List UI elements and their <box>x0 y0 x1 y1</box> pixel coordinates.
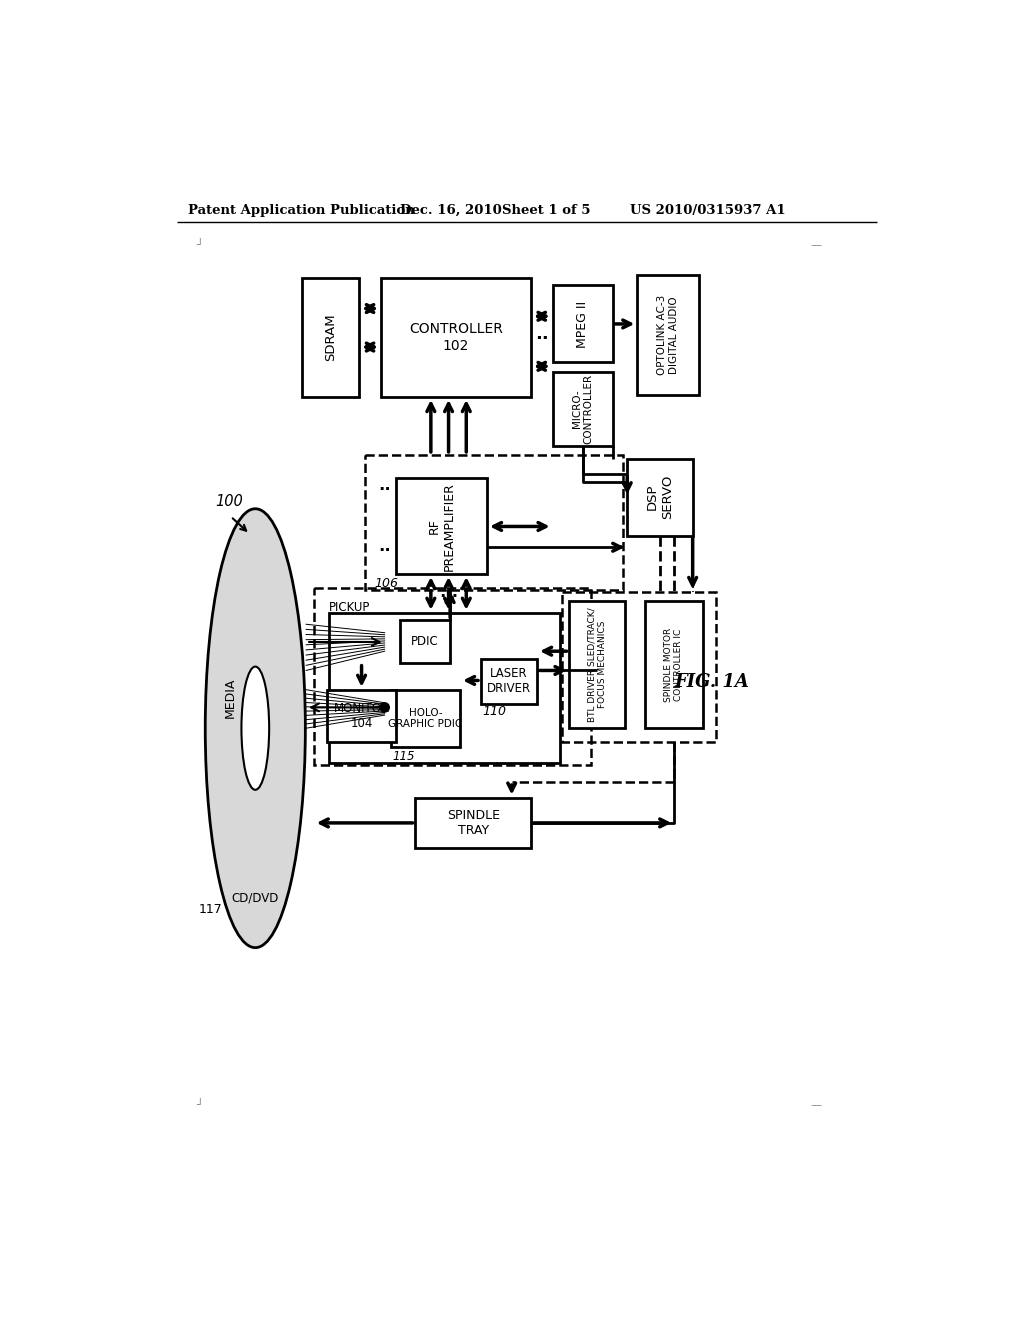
Circle shape <box>380 702 389 711</box>
Text: ┘: ┘ <box>197 240 203 249</box>
Text: —: — <box>810 1101 821 1110</box>
Text: ┘: ┘ <box>197 1101 203 1110</box>
Text: MICRO-
CONTROLLER: MICRO- CONTROLLER <box>571 374 593 444</box>
Text: Sheet 1 of 5: Sheet 1 of 5 <box>502 205 590 218</box>
Text: 106: 106 <box>375 577 398 590</box>
Bar <box>562 591 716 742</box>
Bar <box>553 372 612 446</box>
Text: OPTOLINK AC-3
DIGITAL AUDIO: OPTOLINK AC-3 DIGITAL AUDIO <box>657 294 679 375</box>
Bar <box>391 689 460 747</box>
Text: Dec. 16, 2010: Dec. 16, 2010 <box>400 205 502 218</box>
Text: ···: ··· <box>439 589 458 606</box>
Text: PICKUP: PICKUP <box>330 601 371 614</box>
Text: Patent Application Publication: Patent Application Publication <box>188 205 415 218</box>
Text: LASER
DRIVER: LASER DRIVER <box>487 667 531 696</box>
Text: —: — <box>810 240 821 249</box>
Text: ··: ·· <box>535 330 549 348</box>
Bar <box>481 659 538 704</box>
Ellipse shape <box>205 508 305 948</box>
Text: PDIC: PDIC <box>412 635 439 648</box>
Text: SPINDLE MOTOR
CONTROLLER IC: SPINDLE MOTOR CONTROLLER IC <box>665 627 683 702</box>
Text: HOLO-
GRAPHIC PDIC: HOLO- GRAPHIC PDIC <box>388 708 463 730</box>
Bar <box>313 589 591 766</box>
Text: US 2010/0315937 A1: US 2010/0315937 A1 <box>630 205 785 218</box>
Bar <box>569 601 625 729</box>
Bar <box>396 478 487 574</box>
Text: ··: ·· <box>378 480 391 499</box>
Text: CONTROLLER
102: CONTROLLER 102 <box>409 322 503 352</box>
Bar <box>628 459 692 536</box>
Text: ··: ·· <box>378 543 391 560</box>
Bar <box>400 620 451 663</box>
Bar <box>381 277 531 397</box>
Bar <box>645 601 702 729</box>
Bar <box>637 276 698 395</box>
Bar <box>301 277 359 397</box>
Bar <box>330 612 560 763</box>
Text: 100: 100 <box>215 494 243 508</box>
Ellipse shape <box>242 667 269 789</box>
Text: SDRAM: SDRAM <box>324 314 337 362</box>
Text: 117: 117 <box>199 903 222 916</box>
Text: 110: 110 <box>482 705 507 718</box>
Text: MPEG II: MPEG II <box>577 301 589 347</box>
Text: RF
PREAMPLIFIER: RF PREAMPLIFIER <box>428 482 456 570</box>
Text: MEDIA: MEDIA <box>224 677 238 718</box>
Bar <box>416 797 531 847</box>
Bar <box>366 455 624 590</box>
Text: MONITOR
104: MONITOR 104 <box>334 702 389 730</box>
Text: 115: 115 <box>392 750 415 763</box>
Text: SPINDLE
TRAY: SPINDLE TRAY <box>446 809 500 837</box>
Bar <box>327 689 396 742</box>
Text: CD/DVD: CD/DVD <box>231 891 279 904</box>
Text: FIG. 1A: FIG. 1A <box>675 673 750 690</box>
Text: DSP
SERVO: DSP SERVO <box>646 475 674 519</box>
Text: BTL DRIVER SLED/TRACK/
FOCUS MECHANICS: BTL DRIVER SLED/TRACK/ FOCUS MECHANICS <box>588 607 607 722</box>
Bar <box>553 285 612 363</box>
